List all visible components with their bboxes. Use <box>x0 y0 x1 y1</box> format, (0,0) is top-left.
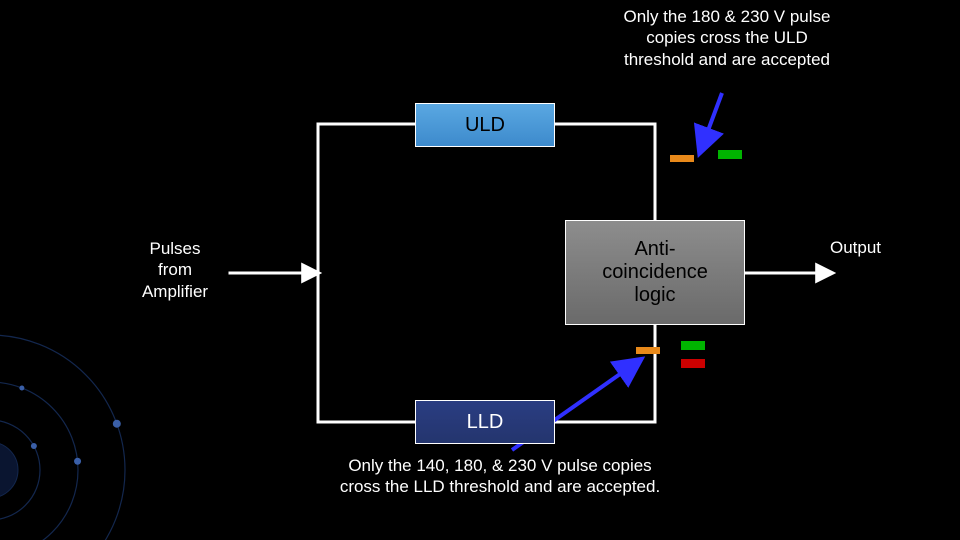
lld-pulse-tick-1 <box>681 341 705 350</box>
anticoincidence-block: Anti-coincidencelogic <box>565 220 745 325</box>
logic-line3: logic <box>634 284 675 306</box>
caption-lld-text: Only the 140, 180, & 230 V pulse copies … <box>340 456 660 496</box>
uld-pulse-tick-0 <box>670 155 694 162</box>
pulses-from-amplifier: PulsesfromAmplifier <box>120 238 230 310</box>
caption-uld: Only the 180 & 230 V pulse copies cross … <box>622 6 832 94</box>
lld-label: LLD <box>467 411 504 434</box>
lld-pulse-tick-2 <box>681 359 705 368</box>
uld-pulse-tick-1 <box>718 150 742 159</box>
logic-line2: coincidence <box>602 261 708 283</box>
uld-block: ULD <box>415 103 555 147</box>
caption-uld-text: Only the 180 & 230 V pulse copies cross … <box>624 7 831 69</box>
uld-label: ULD <box>465 114 505 137</box>
output-label: Output <box>830 238 910 258</box>
lld-pulse-tick-0 <box>636 347 660 354</box>
output-label-text: Output <box>830 238 881 257</box>
caption-lld: Only the 140, 180, & 230 V pulse copies … <box>335 455 665 535</box>
logic-line1: Anti- <box>634 238 675 260</box>
lld-block: LLD <box>415 400 555 444</box>
